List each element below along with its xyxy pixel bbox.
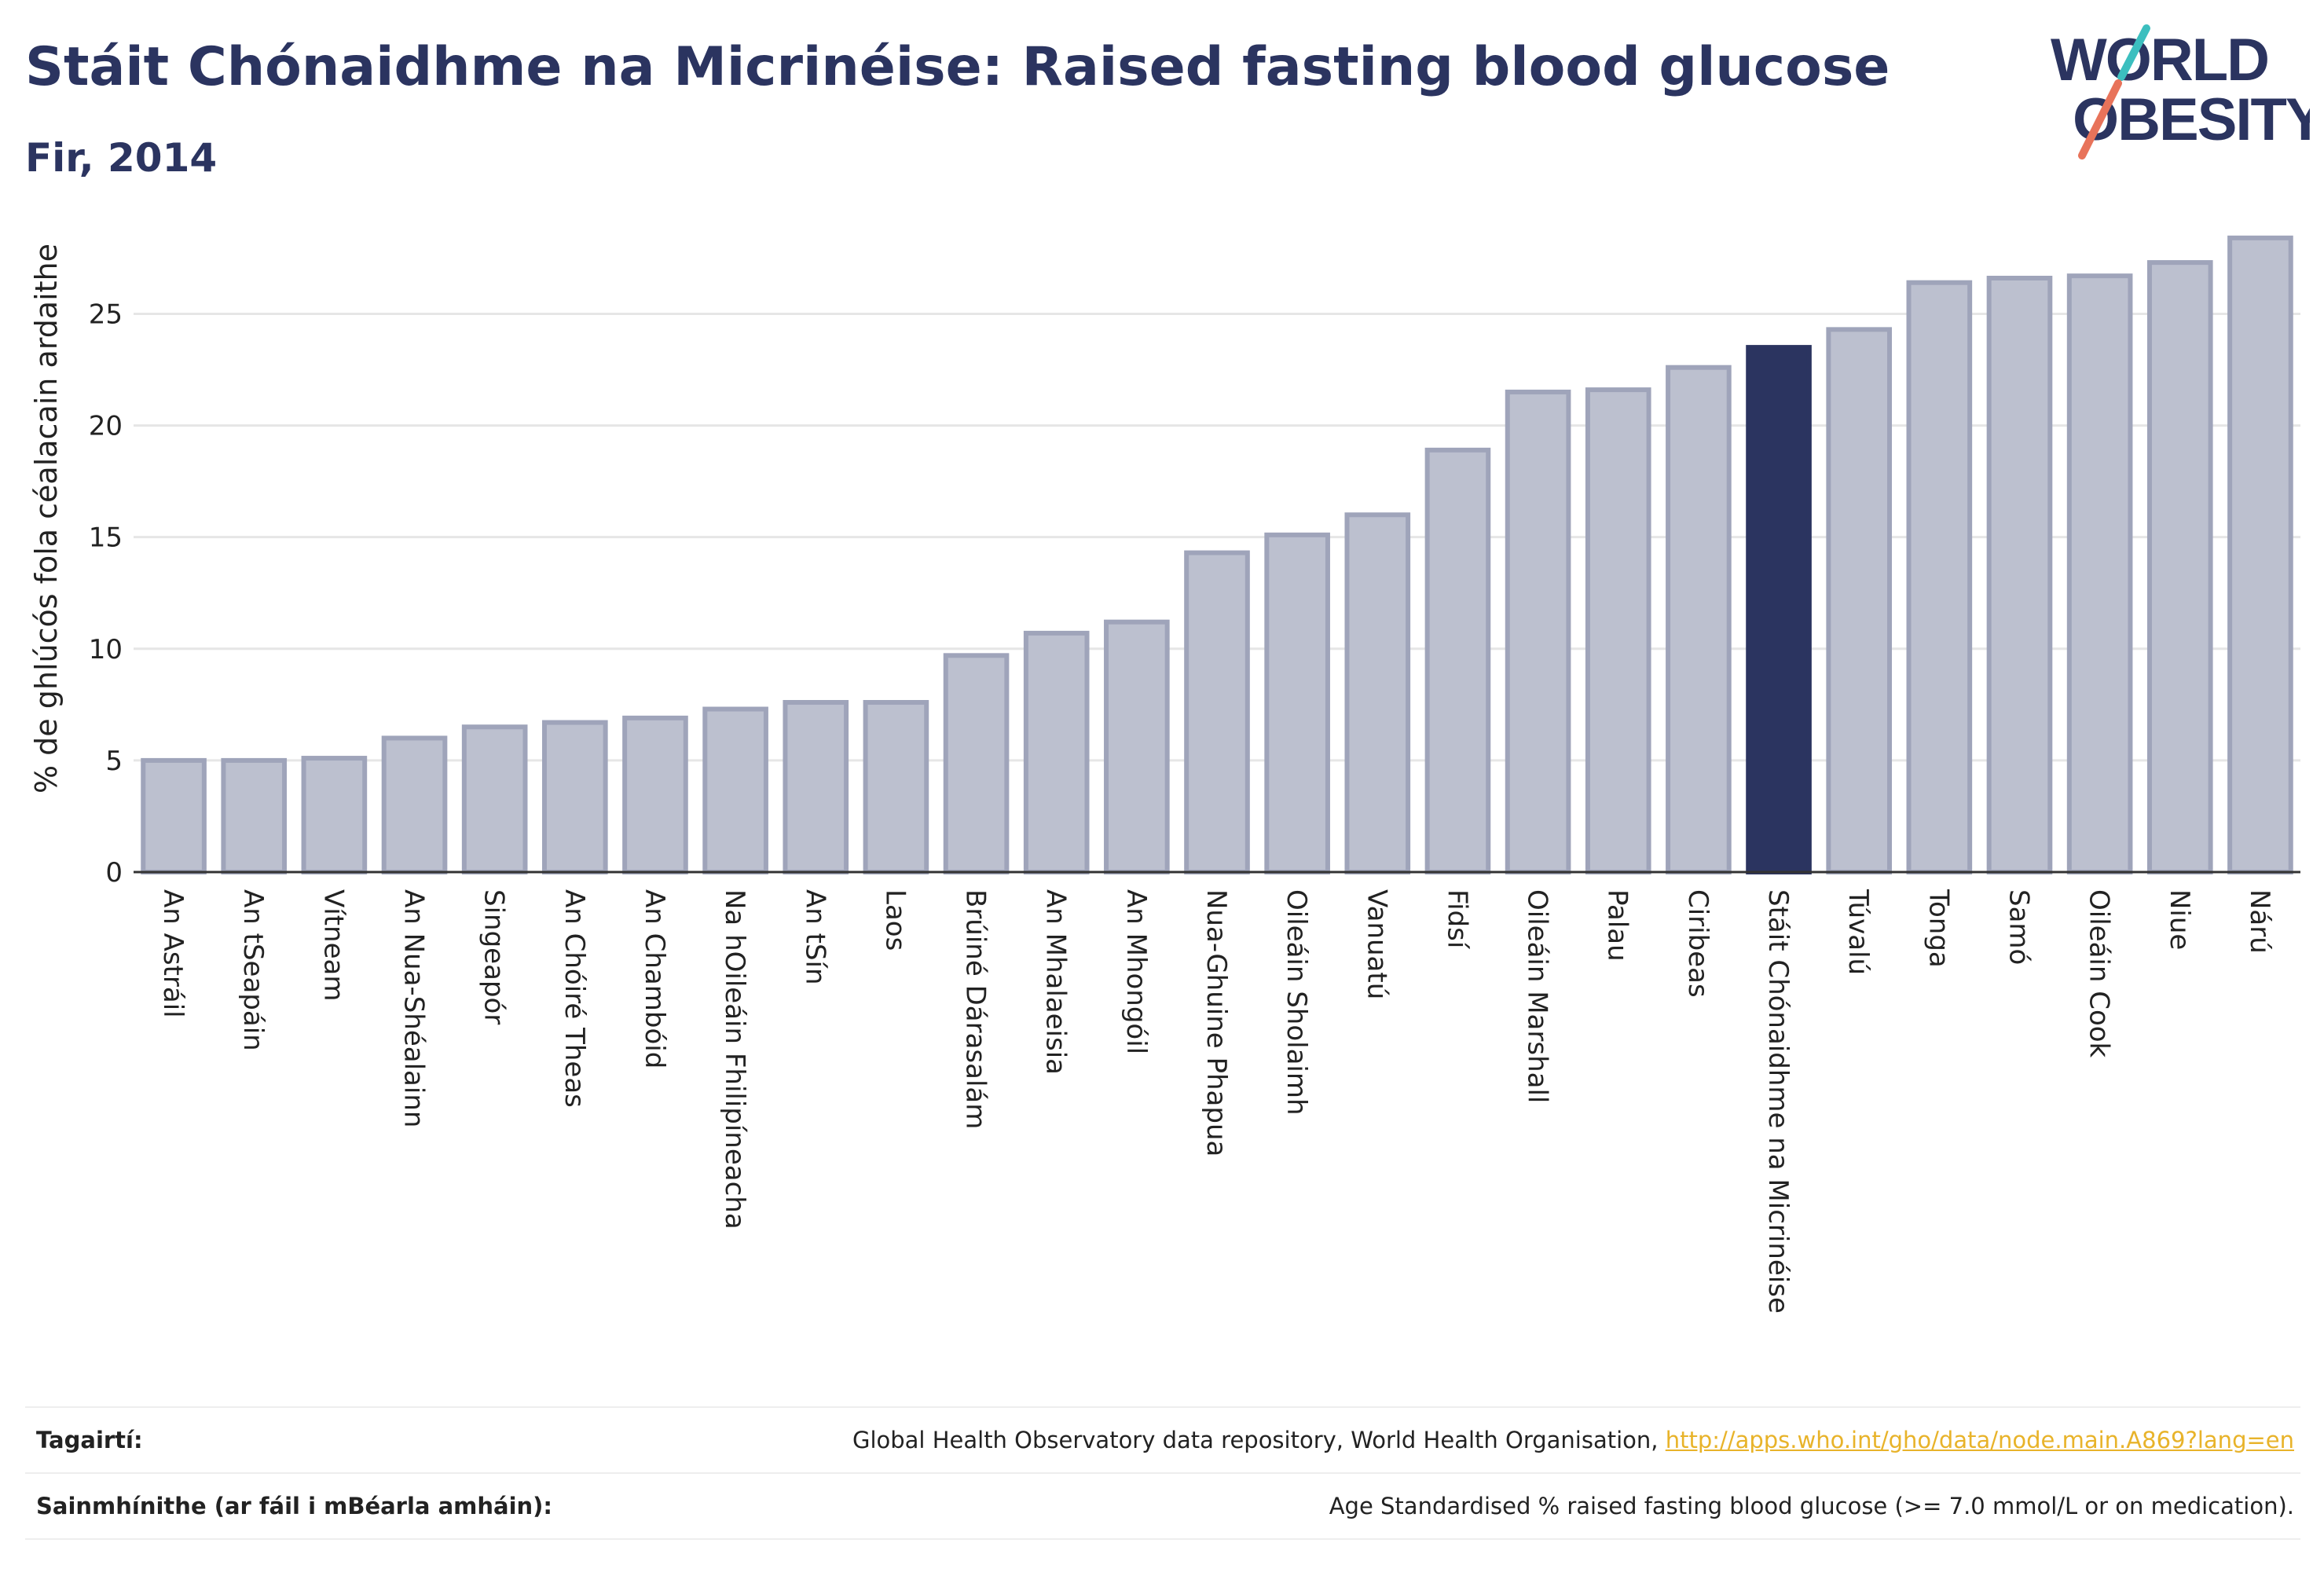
x-tick-label: Singeapór xyxy=(478,889,510,1024)
definitions-value: Age Standardised % raised fasting blood … xyxy=(1329,1493,2294,1519)
bar[interactable] xyxy=(141,757,207,874)
bar[interactable] xyxy=(1505,389,1571,874)
x-tick-label: Oileáin Marshall xyxy=(1522,889,1553,1103)
bar[interactable] xyxy=(702,706,768,874)
bar[interactable] xyxy=(863,700,929,874)
bar[interactable] xyxy=(1184,550,1250,874)
y-tick-label: 5 xyxy=(105,746,123,777)
x-tick-label: Ciribeas xyxy=(1682,889,1714,998)
bar[interactable] xyxy=(1906,280,1973,874)
bar[interactable] xyxy=(221,757,288,874)
logo-line-1: WORLD xyxy=(2051,27,2268,93)
x-tick-label: Palau xyxy=(1602,889,1633,962)
x-tick-label: An Astráil xyxy=(157,889,189,1018)
bar[interactable] xyxy=(2066,273,2133,874)
y-axis-label: % de ghlúcós fola céalacain ardaithe xyxy=(29,244,64,793)
x-tick-label: An tSeapáin xyxy=(237,889,269,1051)
bar[interactable] xyxy=(2227,235,2293,874)
x-tick-label: An Chambóid xyxy=(639,889,670,1068)
x-tick-label: Vítneam xyxy=(317,889,349,1001)
bar[interactable] xyxy=(1666,365,1732,874)
bar[interactable] xyxy=(1023,630,1090,874)
references-table: Tagairtí: Global Health Observatory data… xyxy=(25,1406,2300,1540)
bar[interactable] xyxy=(1424,447,1491,874)
references-text: Global Health Observatory data repositor… xyxy=(852,1427,1666,1453)
bar[interactable] xyxy=(301,756,368,874)
bar[interactable] xyxy=(1585,387,1651,874)
y-tick-label: 0 xyxy=(105,857,123,889)
logo-slash-bottom xyxy=(2078,79,2122,159)
bar[interactable] xyxy=(622,715,688,874)
bar[interactable] xyxy=(541,720,608,874)
bar-highlighted[interactable] xyxy=(1746,345,1812,874)
x-tick-label: Niue xyxy=(2164,889,2195,950)
x-tick-label: An Chóiré Theas xyxy=(559,889,590,1108)
bar[interactable] xyxy=(783,700,849,874)
bar[interactable] xyxy=(1986,276,2053,874)
x-tick-label: An Mhalaeisia xyxy=(1040,889,1072,1075)
chart-title: Stáit Chónaidhme na Micrinéise: Raised f… xyxy=(25,36,1890,98)
bar[interactable] xyxy=(943,653,1010,874)
chart-subtitle: Fir, 2014 xyxy=(25,135,218,181)
bar[interactable] xyxy=(1264,532,1330,874)
references-row: Tagairtí: Global Health Observatory data… xyxy=(25,1406,2300,1472)
x-tick-label: Túvalú xyxy=(1842,889,1874,975)
references-label: Tagairtí: xyxy=(36,1427,143,1453)
y-tick-label: 15 xyxy=(89,522,123,554)
definitions-row: Sainmhínithe (ar fáil i mBéarla amháin):… xyxy=(25,1472,2300,1540)
x-tick-label: Stáit Chónaidhme na Micrinéise xyxy=(1762,889,1794,1314)
x-tick-label: Fidsí xyxy=(1441,889,1472,950)
x-tick-label: Oileáin Cook xyxy=(2084,889,2115,1058)
x-tick-label: Tonga xyxy=(1923,889,1954,968)
x-tick-label: An tSín xyxy=(799,889,830,985)
x-tick-label: An Nua-Shéalainn xyxy=(398,889,430,1127)
x-tick-label: Vanuatú xyxy=(1361,889,1392,999)
bar[interactable] xyxy=(2146,260,2213,874)
references-link[interactable]: http://apps.who.int/gho/data/node.main.A… xyxy=(1665,1427,2294,1453)
bars xyxy=(141,235,2293,875)
y-tick-label: 20 xyxy=(89,411,123,442)
x-tick-label: Nua-Ghuine Phapua xyxy=(1200,889,1232,1156)
x-tick-label: Na hOileáin Fhilipíneacha xyxy=(719,889,750,1230)
x-tick-labels: An Astráil An tSeapáin Vítneam An Nua-Shéal… xyxy=(157,889,2275,1314)
bar[interactable] xyxy=(1104,619,1170,874)
logo-slash-top xyxy=(2117,24,2150,81)
bar[interactable] xyxy=(461,724,528,875)
bar[interactable] xyxy=(1826,327,1893,874)
y-tick-label: 25 xyxy=(89,299,123,330)
x-tick-label: Oileáin Sholaimh xyxy=(1281,889,1312,1116)
x-tick-label: An Mhongóil xyxy=(1120,889,1152,1054)
x-tick-label: Nárú xyxy=(2244,889,2275,954)
y-tick-label: 10 xyxy=(89,634,123,665)
definitions-label: Sainmhínithe (ar fáil i mBéarla amháin): xyxy=(36,1493,553,1519)
world-obesity-logo[interactable]: WORLD OBESITY xyxy=(2051,22,2310,163)
x-tick-label: Samó xyxy=(2003,889,2034,965)
y-tick-labels: 0 5 10 15 20 25 xyxy=(89,299,123,889)
bar[interactable] xyxy=(1344,512,1411,875)
references-value: Global Health Observatory data repositor… xyxy=(852,1427,2300,1453)
bar[interactable] xyxy=(381,735,448,875)
x-tick-label: Brúiné Dárasalám xyxy=(960,889,992,1129)
x-tick-label: Laos xyxy=(879,889,911,951)
